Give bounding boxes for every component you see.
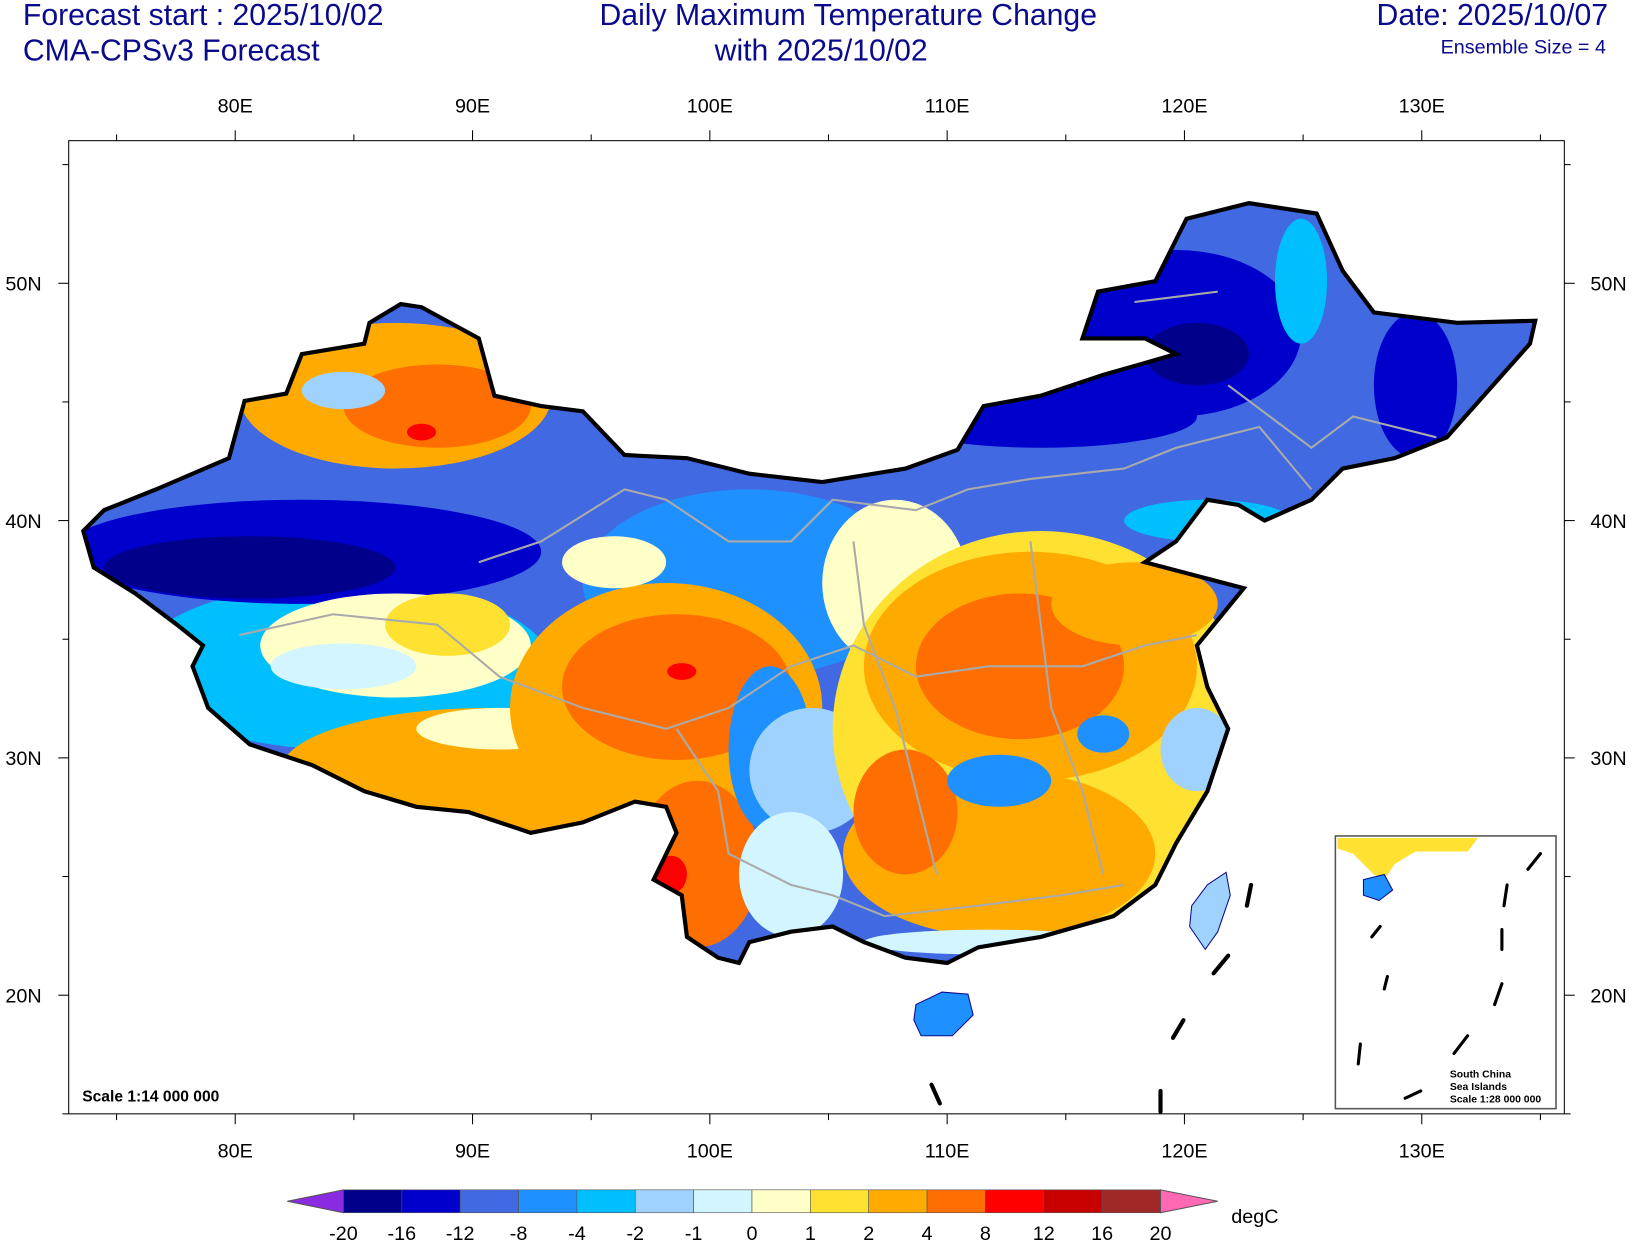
colorbar-under-arrow	[287, 1189, 344, 1214]
colorbar-swatch	[1101, 1189, 1161, 1214]
forecast-start-title: Forecast start : 2025/10/02	[23, 0, 384, 32]
province-boundaries	[239, 290, 1437, 918]
main-subtitle: with 2025/10/02	[714, 35, 928, 68]
bottom-lon-label: 120E	[1161, 1141, 1207, 1163]
bottom-lon-label: 100E	[687, 1141, 733, 1163]
model-title: CMA-CPSv3 Forecast	[23, 35, 320, 68]
right-lat-label: 20N	[1590, 985, 1626, 1007]
top-lon-label: 130E	[1399, 96, 1445, 118]
colorbar-label: -12	[446, 1223, 475, 1241]
top-lon-label: 80E	[218, 96, 253, 118]
main-title: Daily Maximum Temperature Change	[600, 0, 1097, 32]
map-scale: Scale 1:14 000 000	[82, 1088, 219, 1105]
left-lat-label: 30N	[5, 748, 41, 770]
colorbar-label: 0	[746, 1223, 757, 1241]
colorbar-over-arrow	[1159, 1189, 1218, 1214]
colorbar-label: 1	[805, 1223, 816, 1241]
left-lat-label: 40N	[5, 511, 41, 533]
right-lat-label: 50N	[1590, 274, 1626, 296]
colorbar-label: -8	[510, 1223, 528, 1241]
colorbar-label: 4	[922, 1223, 933, 1241]
left-lat-label: 50N	[5, 274, 41, 296]
colorbar-label: -1	[685, 1223, 703, 1241]
colorbar-swatch	[751, 1189, 811, 1214]
axis-ticks	[58, 130, 1575, 1125]
colorbar-swatch	[343, 1189, 403, 1214]
colorbar-label: -4	[568, 1223, 586, 1241]
bottom-lon-label: 110E	[925, 1141, 970, 1163]
colorbar-swatch	[459, 1189, 519, 1214]
colorbar-label: 8	[980, 1223, 991, 1241]
inset-title-line2: Sea Islands	[1450, 1082, 1507, 1093]
colorbar-swatch	[518, 1189, 578, 1214]
colorbar-label: 20	[1149, 1223, 1171, 1241]
colorbar-swatch	[401, 1189, 461, 1214]
right-lat-label: 40N	[1590, 511, 1626, 533]
colorbar-label: 12	[1033, 1223, 1055, 1241]
south-china-sea-inset: South China Sea Islands Scale 1:28 000 0…	[1334, 835, 1557, 1110]
colorbar-swatch	[693, 1189, 753, 1214]
top-lon-label: 110E	[925, 96, 970, 118]
valid-date: Date: 2025/10/07	[1377, 0, 1609, 32]
colorbar-swatch	[810, 1189, 870, 1214]
colorbar-swatch	[985, 1189, 1045, 1214]
colorbar-swatch	[634, 1189, 694, 1214]
bottom-lon-label: 130E	[1399, 1141, 1445, 1163]
right-lat-label: 30N	[1590, 748, 1626, 770]
inset-scale: Scale 1:28 000 000	[1450, 1094, 1542, 1105]
top-lon-label: 90E	[455, 96, 490, 118]
colorbar-swatch	[1043, 1189, 1103, 1214]
inset-title-line1: South China	[1450, 1069, 1511, 1080]
colorbar-unit: degC	[1231, 1206, 1278, 1228]
colorbar-label: -16	[388, 1223, 417, 1241]
top-lon-label: 120E	[1161, 96, 1207, 118]
colorbar-label: -20	[329, 1223, 358, 1241]
colorbar-label: -2	[626, 1223, 644, 1241]
axis-labels: 80E 80E 90E 90E 100E 100E 110E 110E 120E 120E 130E…	[5, 96, 1626, 1163]
left-lat-label: 20N	[5, 985, 41, 1007]
bottom-lon-label: 80E	[218, 1141, 253, 1163]
colorbar: -20 -16 -12 -8 -4 -2 -1 0 1 2 4 8 12 16 20	[287, 1189, 1218, 1241]
taiwan-island	[1189, 871, 1231, 951]
nine-dash-line	[929, 882, 1254, 1114]
colorbar-label: 2	[863, 1223, 874, 1241]
colorbar-swatch	[576, 1189, 636, 1214]
colorbar-swatch	[868, 1189, 928, 1214]
top-lon-label: 100E	[687, 96, 733, 118]
bottom-lon-label: 90E	[455, 1141, 490, 1163]
colorbar-label: 16	[1091, 1223, 1113, 1241]
colorbar-swatch	[926, 1189, 986, 1214]
hainan-island	[913, 991, 974, 1037]
ensemble-size: Ensemble Size = 4	[1441, 36, 1606, 58]
